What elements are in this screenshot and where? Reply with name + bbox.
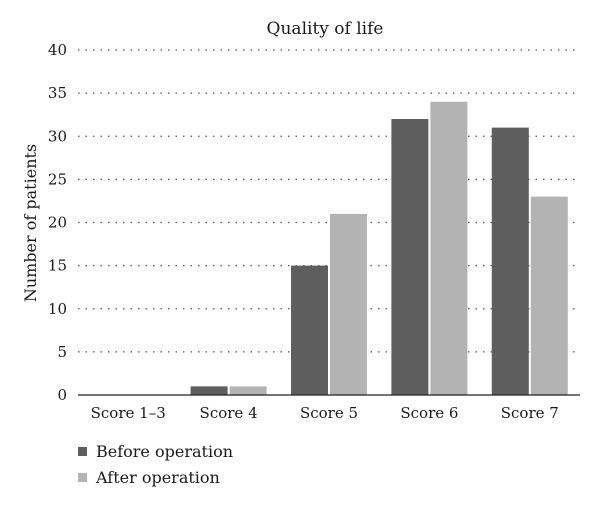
bar-after-operation <box>330 213 367 395</box>
y-tick-label: 25 <box>48 170 67 188</box>
legend-swatch <box>78 447 87 456</box>
y-tick-label: 10 <box>48 300 67 318</box>
legend: Before operation After operation <box>78 442 233 487</box>
y-axis-ticks: 0 5 10 15 20 25 30 35 40 <box>48 41 67 404</box>
x-tick-label: Score 5 <box>300 404 358 422</box>
x-tick-label: Score 1–3 <box>91 404 166 422</box>
y-tick-label: 5 <box>57 343 67 361</box>
bar-before-operation <box>291 265 328 395</box>
x-tick-label: Score 6 <box>400 404 458 422</box>
y-axis-label: Number of patients <box>21 144 40 302</box>
y-tick-label: 20 <box>48 214 67 232</box>
y-tick-label: 30 <box>48 127 67 145</box>
x-axis-ticks: Score 1–3 Score 4 Score 5 Score 6 Score 7 <box>91 404 559 422</box>
legend-swatch <box>78 473 87 482</box>
gridlines <box>78 49 580 353</box>
bar-after-operation <box>530 196 568 395</box>
chart-title: Quality of life <box>267 19 384 39</box>
legend-label: Before operation <box>96 442 233 461</box>
y-tick-label: 0 <box>57 386 67 404</box>
x-tick-label: Score 7 <box>501 404 559 422</box>
y-tick-label: 15 <box>48 257 67 275</box>
y-tick-label: 40 <box>48 41 67 59</box>
bar-before-operation <box>391 119 429 395</box>
bar-after-operation <box>430 101 468 395</box>
x-tick-label: Score 4 <box>200 404 258 422</box>
bars <box>190 101 568 395</box>
bar-before-operation <box>491 127 529 395</box>
legend-label: After operation <box>95 468 220 487</box>
bar-after-operation <box>229 386 267 395</box>
bar-before-operation <box>190 386 228 395</box>
y-tick-label: 35 <box>48 84 67 102</box>
